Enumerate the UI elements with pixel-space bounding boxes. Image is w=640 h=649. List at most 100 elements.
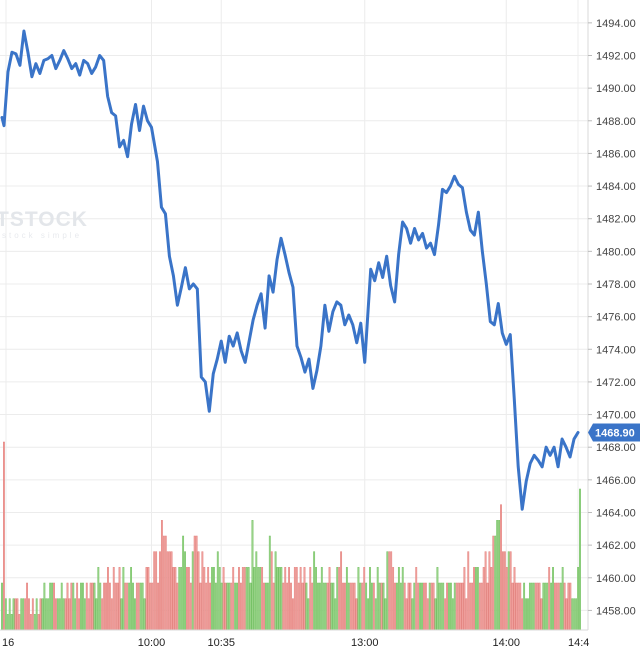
volume-bar [81,582,84,631]
volume-bar [197,551,200,631]
volume-bar [465,598,468,631]
volume-bar [128,582,131,631]
volume-bar [93,582,96,631]
volume-bar [440,582,443,631]
volume-bar [428,582,431,631]
volume-bar [401,567,404,631]
volume-bar [552,567,554,631]
volume-bar [374,598,377,631]
volume-bar [147,567,150,631]
volume-bar [33,614,36,631]
volume-bar [222,567,225,631]
volume-bar [234,582,237,631]
volume-bar [47,598,50,631]
volume-bar [376,567,379,631]
volume-bar [351,582,354,631]
volume-bar [438,582,441,631]
volume-bar [513,567,516,631]
volume-bar [280,567,283,631]
volume-bar [126,582,129,631]
volume-bar [62,598,65,631]
volume-bar [58,598,61,631]
y-tick-label: 1466.00 [596,475,636,487]
volume-bar [130,567,133,631]
volume-bar [436,567,439,631]
volume-bar [561,567,564,631]
volume-bar [569,582,572,631]
volume-bar [220,582,223,631]
volume-bar [345,567,348,631]
volume-bar [218,567,221,631]
volume-bar [284,567,287,631]
y-tick-label: 1488.00 [596,116,636,128]
volume-bar [149,582,152,631]
volume-bar [145,567,148,631]
volume-bar [476,567,479,631]
volume-bar [122,567,125,631]
y-tick-label: 1494.00 [596,18,636,30]
volume-bar [164,535,167,631]
y-tick-label: 1468.00 [596,442,636,454]
x-tick-label: 16 [2,637,14,649]
y-tick-label: 1484.00 [596,181,636,193]
volume-bar [4,598,7,631]
volume-bar [451,598,454,631]
volume-bar [272,582,275,631]
volume-bar [527,598,529,631]
volume-bar [426,598,429,631]
volume-bar [484,551,487,631]
volume-bar [134,598,136,631]
volume-bar [85,582,88,631]
volume-bar [22,598,25,631]
volume-bar [386,551,389,631]
volume-bar [488,551,491,631]
volume-bar [548,567,551,631]
volume-bar [18,614,21,631]
volume-bar [74,598,77,631]
volume-bar [49,582,52,631]
volume-bar [482,567,485,631]
volume-bar [467,551,470,631]
volume-bar [463,567,466,631]
volume-bar [554,582,556,631]
volume-bar [353,582,356,631]
volume-bar [239,582,242,631]
volume-bar [68,598,71,631]
volume-bar [232,567,235,631]
volume-bar [174,567,177,631]
volume-bar [503,551,506,631]
volume-bar [498,520,501,631]
volume-bar [328,567,331,631]
volume-bar [99,582,102,631]
volume-bar [357,567,360,631]
y-tick-label: 1474.00 [596,344,636,356]
volume-bar [442,582,445,631]
volume-bar [332,582,335,631]
volume-bar [139,582,142,631]
volume-bar [259,567,262,631]
volume-bar [392,567,395,631]
volume-bar [550,582,553,631]
volume-bar [424,582,427,631]
y-tick-label: 1476.00 [596,312,636,324]
volume-bar [16,598,19,631]
volume-bar [490,567,493,631]
y-tick-label: 1486.00 [596,148,636,160]
volume-bar [407,582,410,631]
volume-bar [457,582,460,631]
volume-bar [430,582,433,631]
x-tick-label: 10:35 [207,637,235,649]
last-value-label: 1468.90 [595,428,635,440]
y-tick-label: 1490.00 [596,83,636,95]
volume-bar [53,582,55,631]
volume-bar [155,551,158,631]
watermark: TSTOCK stock simple [0,208,87,240]
volume-bar [500,504,502,631]
volume-bar [199,582,202,631]
volume-bar [29,614,32,631]
volume-bar [579,488,581,631]
volume-bar [216,551,219,631]
volume-bar [421,582,423,631]
volume-bar [444,598,447,631]
volume-bar [342,582,344,631]
